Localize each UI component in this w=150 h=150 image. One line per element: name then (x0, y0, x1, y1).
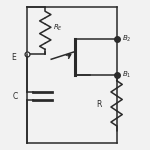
Text: E: E (12, 53, 16, 62)
Text: $B_1$: $B_1$ (122, 70, 131, 80)
Text: R: R (97, 100, 102, 109)
Text: C: C (12, 92, 17, 101)
Text: $R_E$: $R_E$ (53, 23, 63, 33)
Text: $B_2$: $B_2$ (122, 33, 131, 44)
